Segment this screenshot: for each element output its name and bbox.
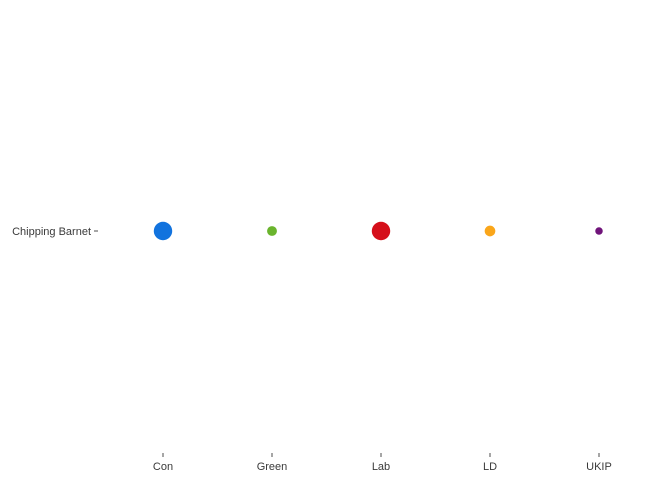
x-tick-label: Con — [153, 461, 173, 473]
data-point-ukip — [595, 227, 603, 235]
x-tick-label: UKIP — [586, 461, 612, 473]
y-tick-label: Chipping Barnet — [12, 226, 91, 238]
data-point-lab — [371, 221, 391, 241]
x-tick-label: Green — [257, 461, 288, 473]
x-tick-label: Lab — [372, 461, 390, 473]
y-axis: Chipping Barnet — [12, 226, 98, 238]
data-point-con — [153, 221, 173, 241]
x-tick-label: LD — [483, 461, 497, 473]
data-points — [153, 221, 603, 241]
data-point-ld — [484, 225, 496, 237]
x-axis: Con Green Lab LD UKIP — [153, 453, 612, 473]
data-point-green — [267, 226, 277, 236]
